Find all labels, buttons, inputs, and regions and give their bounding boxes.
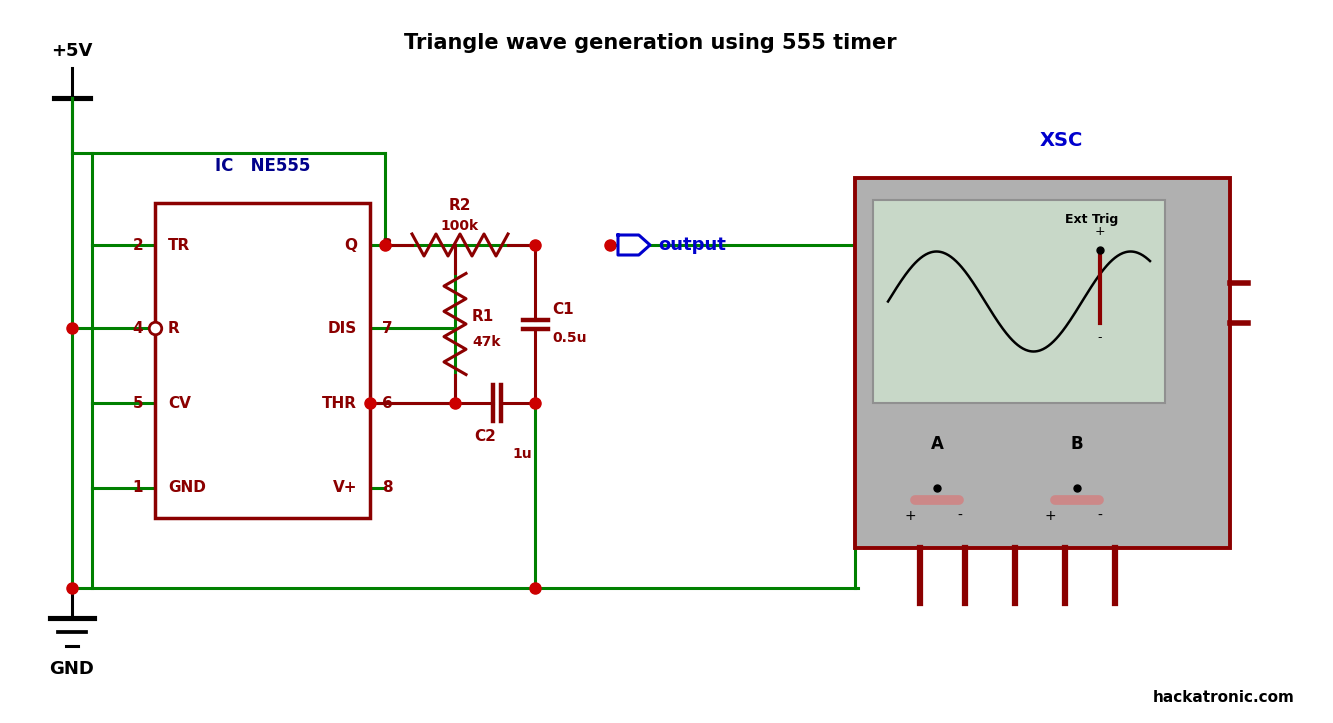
Polygon shape xyxy=(619,235,651,255)
Text: Triangle wave generation using 555 timer: Triangle wave generation using 555 timer xyxy=(404,33,896,53)
Bar xyxy=(155,203,371,518)
Text: +: + xyxy=(1044,509,1056,523)
Bar xyxy=(854,178,1230,548)
Text: 2: 2 xyxy=(132,237,143,252)
Text: THR: THR xyxy=(323,395,357,411)
Bar xyxy=(873,200,1165,403)
Text: DIS: DIS xyxy=(328,320,357,335)
Text: +5V: +5V xyxy=(51,42,93,60)
Text: 4: 4 xyxy=(132,320,143,335)
Text: 100k: 100k xyxy=(441,219,479,233)
Text: A: A xyxy=(930,435,944,453)
Text: R: R xyxy=(168,320,180,335)
Text: 3: 3 xyxy=(383,237,393,252)
Text: Q: Q xyxy=(344,237,357,252)
Text: 5: 5 xyxy=(132,395,143,411)
Text: -: - xyxy=(1097,509,1102,523)
Text: +: + xyxy=(1094,225,1105,238)
Text: R2: R2 xyxy=(449,198,472,213)
Text: -: - xyxy=(1098,331,1102,344)
Text: 6: 6 xyxy=(383,395,393,411)
Text: Ext Trig: Ext Trig xyxy=(1065,213,1118,226)
Text: 1: 1 xyxy=(132,481,143,495)
Text: C1: C1 xyxy=(552,301,573,317)
Text: 8: 8 xyxy=(383,481,393,495)
Text: GND: GND xyxy=(168,481,205,495)
Text: R1: R1 xyxy=(472,309,495,323)
Text: hackatronic.com: hackatronic.com xyxy=(1153,690,1294,705)
Text: -: - xyxy=(957,509,962,523)
Text: 7: 7 xyxy=(383,320,393,335)
Text: V+: V+ xyxy=(332,481,357,495)
Text: IC   NE555: IC NE555 xyxy=(215,157,311,175)
Text: +: + xyxy=(904,509,916,523)
Text: C2: C2 xyxy=(475,429,496,444)
Text: 47k: 47k xyxy=(472,335,500,349)
Text: 0.5u: 0.5u xyxy=(552,331,587,345)
Text: CV: CV xyxy=(168,395,191,411)
Text: GND: GND xyxy=(49,660,95,678)
Text: 1u: 1u xyxy=(512,447,532,461)
Text: XSC: XSC xyxy=(1040,131,1082,150)
Text: B: B xyxy=(1070,435,1084,453)
Text: TR: TR xyxy=(168,237,191,252)
Text: output: output xyxy=(659,236,726,254)
